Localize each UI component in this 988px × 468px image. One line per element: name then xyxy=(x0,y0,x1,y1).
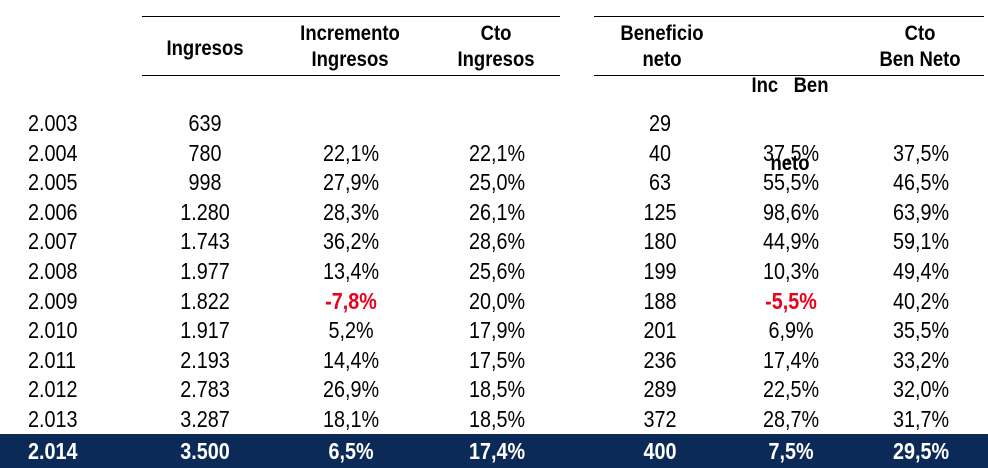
cell-inc-ing: 5,2% xyxy=(328,317,374,343)
cell-year: 2.009 xyxy=(28,288,78,314)
cell-year: 2.010 xyxy=(28,317,78,343)
header-bottom-rule-left xyxy=(142,75,560,76)
cell-inc-ing: 6,5% xyxy=(328,438,374,464)
cell-ben: 63 xyxy=(648,169,672,195)
cell-cto-ing: 18,5% xyxy=(468,406,526,432)
cell-cto-ben: 32,0% xyxy=(892,376,950,402)
header-incremento-ingresos: Incremento Ingresos xyxy=(300,22,400,71)
cell-inc-ben: 44,9% xyxy=(762,228,820,254)
cell-ingresos: 1.977 xyxy=(180,258,230,284)
cell-cto-ing: 20,0% xyxy=(468,288,526,314)
header-inc-ben-neto: Inc Ben neto xyxy=(751,74,829,175)
cell-year: 2.013 xyxy=(28,406,78,432)
cell-inc-ing: 28,3% xyxy=(322,199,380,225)
cell-cto-ben: 59,1% xyxy=(892,228,950,254)
cell-ingresos: 780 xyxy=(188,140,222,166)
cell-inc-ing: 26,9% xyxy=(322,376,380,402)
cell-ingresos: 639 xyxy=(188,110,222,136)
cell-year: 2.007 xyxy=(28,228,78,254)
cell-year: 2.003 xyxy=(28,110,78,136)
cell-cto-ben: 33,2% xyxy=(892,347,950,373)
highlight-row-background xyxy=(0,434,988,468)
cell-cto-ing: 17,9% xyxy=(468,317,526,343)
cell-inc-ben: 22,5% xyxy=(762,376,820,402)
cell-ben: 40 xyxy=(648,140,672,166)
cell-year: 2.012 xyxy=(28,376,78,402)
cell-inc-ben: 10,3% xyxy=(762,258,820,284)
cell-cto-ing: 28,6% xyxy=(468,228,526,254)
cell-ingresos: 1.917 xyxy=(180,317,230,343)
cell-cto-ing: 25,6% xyxy=(468,258,526,284)
cell-cto-ing: 17,5% xyxy=(468,347,526,373)
cell-inc-ben: 37,5% xyxy=(762,140,820,166)
cell-year: 2.006 xyxy=(28,199,78,225)
cell-ingresos: 3.500 xyxy=(180,438,230,464)
cell-year: 2.004 xyxy=(28,140,78,166)
header-top-rule-right xyxy=(594,16,984,17)
cell-ben: 125 xyxy=(643,199,677,225)
header-cto-ingresos: Cto Ingresos xyxy=(457,22,535,71)
cell-cto-ing: 17,4% xyxy=(468,438,526,464)
cell-ingresos: 3.287 xyxy=(180,406,230,432)
cell-ben: 180 xyxy=(643,228,677,254)
cell-cto-ben: 29,5% xyxy=(892,438,950,464)
cell-cto-ben: 37,5% xyxy=(892,140,950,166)
cell-inc-ing: 36,2% xyxy=(322,228,380,254)
cell-ben: 400 xyxy=(643,438,677,464)
cell-year: 2.011 xyxy=(28,347,77,373)
cell-cto-ben: 46,5% xyxy=(892,169,950,195)
cell-year: 2.014 xyxy=(28,438,78,464)
cell-inc-ben: -5,5% xyxy=(765,288,817,314)
cell-ingresos: 2.193 xyxy=(180,347,230,373)
cell-cto-ing: 18,5% xyxy=(468,376,526,402)
cell-inc-ben: 28,7% xyxy=(762,406,820,432)
cell-ben: 188 xyxy=(643,288,677,314)
cell-inc-ben: 17,4% xyxy=(762,347,820,373)
header-ingresos: Ingresos xyxy=(166,37,244,60)
cell-ben: 29 xyxy=(648,110,672,136)
cell-inc-ing: 27,9% xyxy=(322,169,380,195)
cell-ingresos: 1.280 xyxy=(180,199,230,225)
cell-ingresos: 1.743 xyxy=(180,228,230,254)
cell-cto-ben: 35,5% xyxy=(892,317,950,343)
cell-inc-ing: 22,1% xyxy=(322,140,380,166)
cell-inc-ing: -7,8% xyxy=(325,288,377,314)
cell-cto-ben: 63,9% xyxy=(892,199,950,225)
cell-inc-ing xyxy=(295,108,407,138)
cell-ben: 372 xyxy=(643,406,677,432)
cell-inc-ben: 55,5% xyxy=(762,169,820,195)
cell-cto-ben: 40,2% xyxy=(892,288,950,314)
cell-ingresos: 998 xyxy=(188,169,222,195)
cell-cto-ing: 25,0% xyxy=(468,169,526,195)
cell-inc-ing: 13,4% xyxy=(322,258,380,284)
cell-year: 2.005 xyxy=(28,169,78,195)
cell-inc-ing: 18,1% xyxy=(322,406,380,432)
cell-cto-ing xyxy=(441,108,553,138)
cell-inc-ing: 14,4% xyxy=(322,347,380,373)
cell-cto-ben xyxy=(865,108,977,138)
cell-ben: 236 xyxy=(643,347,677,373)
cell-cto-ben: 31,7% xyxy=(892,406,950,432)
header-cto-ben-neto: Cto Ben Neto xyxy=(879,22,961,71)
cell-year: 2.008 xyxy=(28,258,78,284)
header-bottom-rule-right xyxy=(594,75,984,76)
cell-ingresos: 1.822 xyxy=(180,288,230,314)
cell-ingresos: 2.783 xyxy=(180,376,230,402)
cell-cto-ben: 49,4% xyxy=(892,258,950,284)
cell-inc-ben: 7,5% xyxy=(768,438,814,464)
cell-inc-ben xyxy=(735,108,847,138)
header-top-rule-left xyxy=(142,16,560,17)
cell-ben: 201 xyxy=(643,317,677,343)
cell-ben: 289 xyxy=(643,376,677,402)
cell-cto-ing: 22,1% xyxy=(468,140,526,166)
header-beneficio-neto: Beneficio neto xyxy=(620,22,704,71)
cell-cto-ing: 26,1% xyxy=(468,199,526,225)
cell-inc-ben: 98,6% xyxy=(762,199,820,225)
cell-ben: 199 xyxy=(643,258,677,284)
cell-inc-ben: 6,9% xyxy=(768,317,814,343)
